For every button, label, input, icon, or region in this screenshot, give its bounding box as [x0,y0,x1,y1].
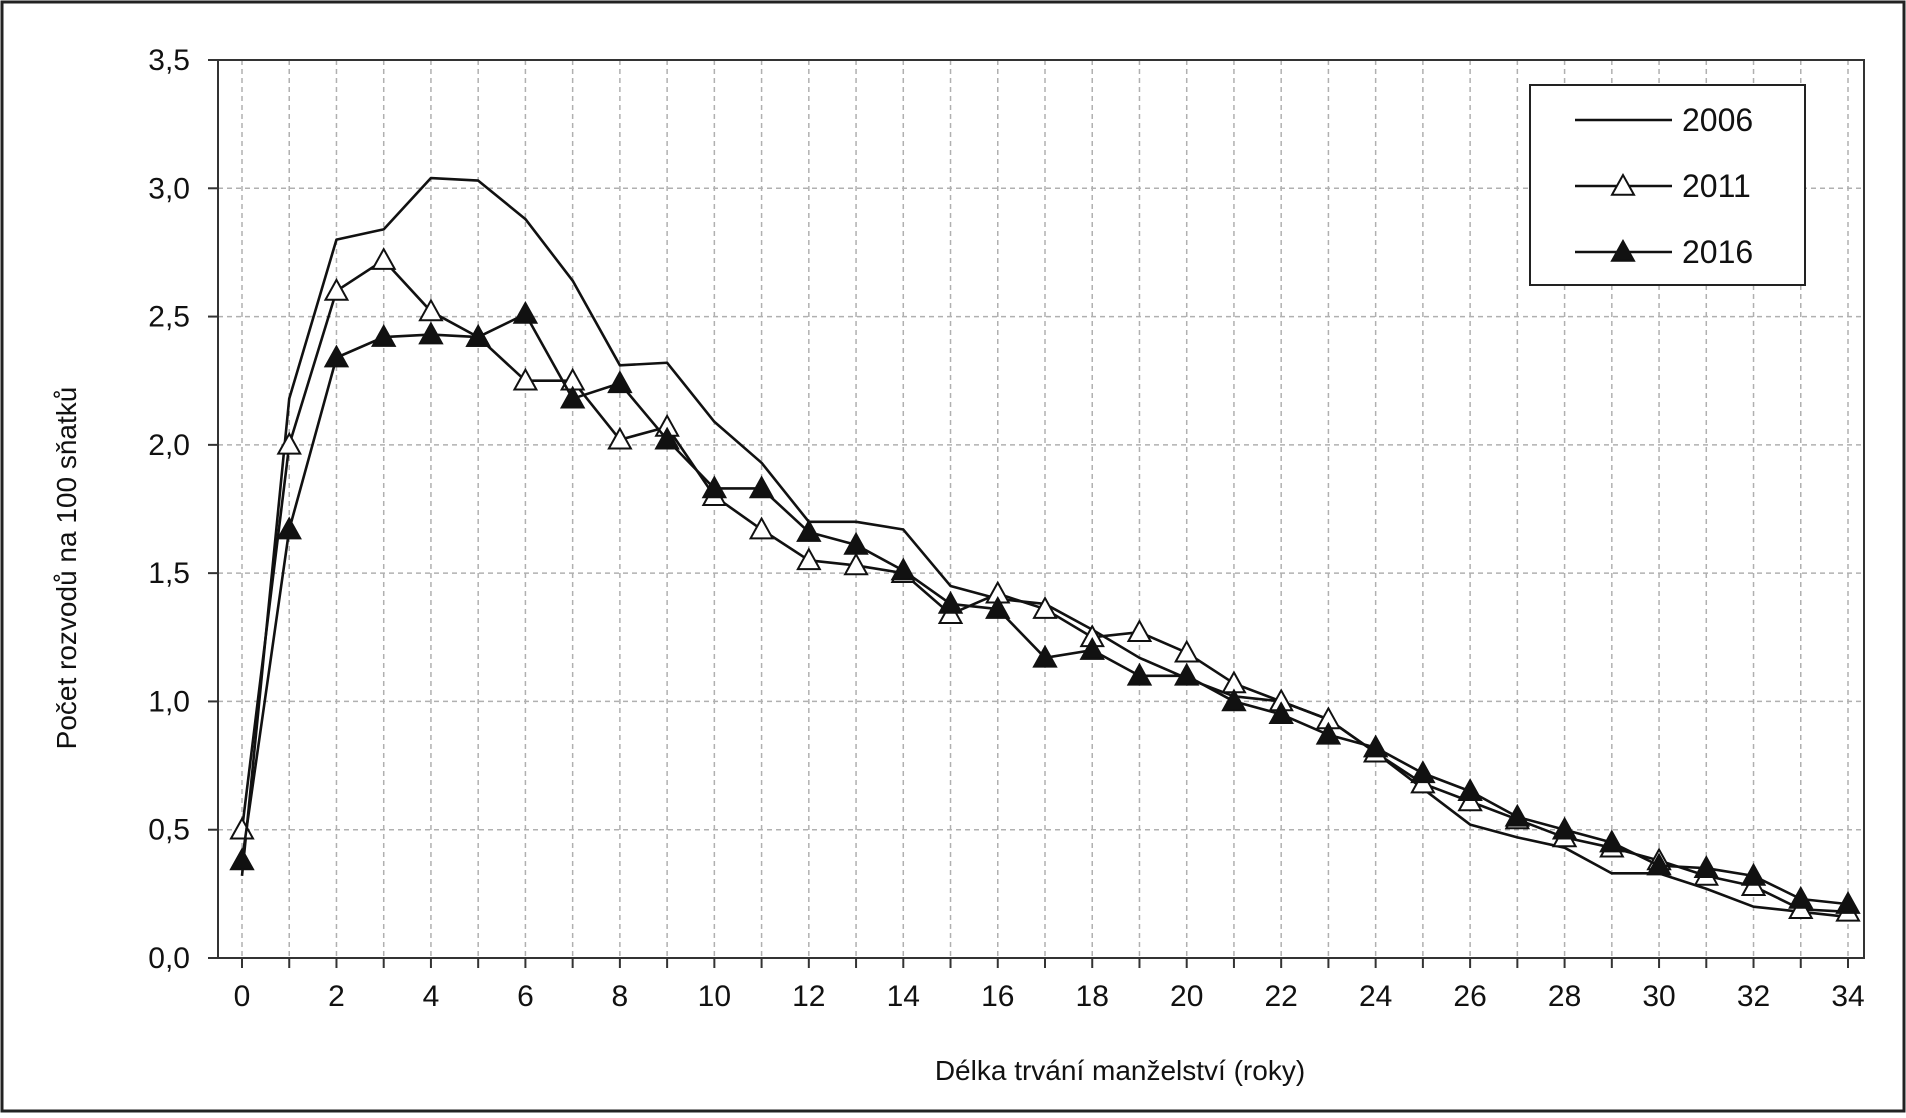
legend: 2006 2011 2016 [1529,84,1806,286]
x-tick-label: 28 [1548,980,1581,1013]
data-point-2016 [1315,721,1342,745]
y-axis-tick-labels: 0,0 0,5 1,0 1,5 2,0 2,5 3,0 3,5 [148,44,218,975]
x-tick-label: 34 [1831,980,1864,1013]
data-point-2016 [796,519,822,542]
series-2011 [229,247,1861,922]
y-tick-label: 3,5 [148,44,190,77]
x-tick-label: 6 [517,980,534,1013]
legend-marker-2011 [1610,172,1636,196]
data-point-2016 [890,557,916,581]
y-axis-label: Počet rozvodů na 100 sňatků [51,387,82,750]
x-tick-label: 16 [981,980,1014,1013]
data-point-2016 [1646,852,1672,876]
data-point-2016 [654,426,680,450]
data-point-2016 [418,321,444,345]
x-axis-tick-labels: 0 2 4 6 8 10 12 14 16 18 20 22 24 26 28 30 32 34 [234,958,1865,1013]
data-point-2011 [418,298,444,322]
data-point-2011 [371,247,397,270]
data-point-2016 [276,516,302,540]
y-tick-label: 2,5 [148,301,190,334]
data-point-2011 [1174,639,1200,663]
data-point-2016 [1079,637,1105,660]
x-axis-label: Délka trvání manželství (roky) [935,1055,1305,1086]
data-point-2016 [1410,760,1436,784]
y-tick-label: 1,5 [148,557,190,590]
data-point-2016 [1599,829,1625,853]
data-point-2016 [1032,644,1058,668]
data-point-2011 [1032,596,1058,619]
legend-item-2006: 2006 [1575,102,1753,138]
data-point-2016 [1740,862,1767,886]
data-point-2011 [607,426,633,450]
data-point-2011 [748,516,775,540]
data-point-2011 [796,547,822,571]
legend-label-2016: 2016 [1682,234,1753,270]
data-point-2016 [465,324,491,347]
data-point-2016 [1504,803,1531,827]
legend-label-2006: 2006 [1682,102,1753,138]
data-point-2011 [512,367,539,391]
data-point-2011 [276,431,302,455]
x-tick-label: 26 [1453,980,1486,1013]
data-point-2011 [323,277,350,301]
data-point-2016 [1835,891,1861,914]
legend-marker-2016 [1610,238,1636,262]
data-point-2016 [748,475,775,499]
x-tick-label: 2 [328,980,345,1013]
x-tick-label: 4 [423,980,440,1013]
data-point-2016 [1126,662,1153,686]
data-point-2016 [229,847,255,871]
x-tick-label: 22 [1264,980,1297,1013]
y-tick-label: 0,0 [148,942,190,975]
data-point-2016 [607,370,633,394]
x-tick-label: 8 [612,980,629,1013]
data-point-2016 [1551,816,1578,840]
data-point-2016 [1268,701,1294,725]
legend-label-2011: 2011 [1682,168,1751,204]
data-point-2016 [1693,855,1719,878]
y-tick-label: 3,0 [148,172,190,205]
series-2016 [229,300,1861,914]
x-tick-label: 10 [698,980,731,1013]
x-tick-label: 14 [887,980,920,1013]
data-point-2016 [1362,734,1389,758]
data-point-2016 [1174,662,1200,686]
data-point-2016 [1788,885,1814,909]
y-tick-label: 1,0 [148,685,190,718]
data-point-2016 [323,344,350,368]
data-point-2016 [1457,778,1483,802]
data-point-2011 [843,552,869,576]
data-point-2016 [1221,688,1247,712]
data-point-2016 [559,385,586,409]
data-point-2011 [1126,619,1153,642]
x-tick-label: 20 [1170,980,1203,1013]
x-tick-label: 0 [234,980,251,1013]
x-tick-label: 18 [1076,980,1109,1013]
x-tick-label: 24 [1359,980,1392,1013]
data-point-2016 [371,324,397,347]
plot-border [217,59,1865,959]
data-point-2016 [701,475,728,499]
y-tick-label: 0,5 [148,814,190,847]
data-point-2016 [512,300,539,324]
plot-area [217,59,1865,959]
series-group [229,176,1861,922]
legend-item-2011: 2011 [1575,168,1751,204]
x-tick-label: 30 [1642,980,1675,1013]
legend-item-2016: 2016 [1575,234,1753,270]
x-tick-label: 12 [792,980,825,1013]
data-point-2016 [937,590,964,614]
y-tick-label: 2,0 [148,429,190,462]
data-point-2016 [985,596,1011,619]
x-tick-label: 32 [1737,980,1770,1013]
data-point-2016 [843,531,869,555]
